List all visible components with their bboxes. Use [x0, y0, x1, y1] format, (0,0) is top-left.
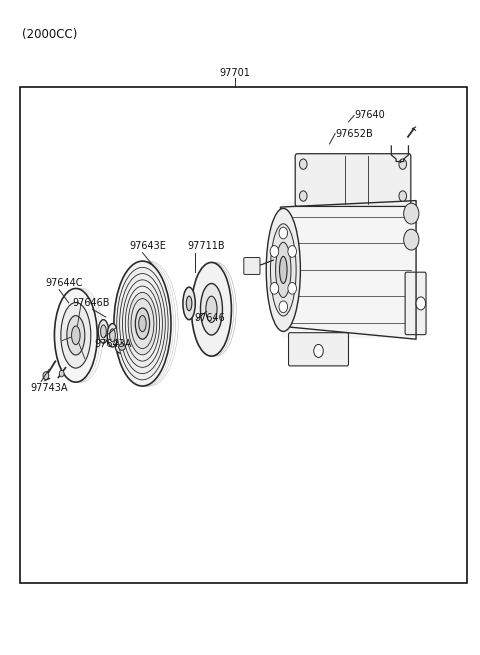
- Circle shape: [60, 370, 64, 377]
- Text: 97643E: 97643E: [130, 240, 167, 251]
- Text: 97643A: 97643A: [94, 339, 132, 348]
- FancyBboxPatch shape: [244, 257, 260, 274]
- Text: 97640: 97640: [354, 110, 385, 121]
- Ellipse shape: [101, 325, 106, 338]
- Text: 97711B: 97711B: [188, 240, 225, 251]
- Ellipse shape: [183, 287, 195, 320]
- Circle shape: [300, 159, 307, 170]
- Bar: [20, 86, 468, 583]
- Ellipse shape: [107, 324, 118, 347]
- Circle shape: [300, 191, 307, 201]
- Ellipse shape: [109, 329, 115, 342]
- Ellipse shape: [98, 320, 108, 343]
- Ellipse shape: [125, 286, 159, 361]
- Text: 97646B: 97646B: [72, 298, 110, 308]
- Circle shape: [288, 246, 297, 257]
- Ellipse shape: [266, 208, 300, 331]
- Text: 97743A: 97743A: [31, 383, 68, 393]
- Circle shape: [399, 159, 407, 170]
- Circle shape: [43, 372, 48, 379]
- Ellipse shape: [206, 296, 217, 322]
- Ellipse shape: [54, 288, 97, 382]
- Circle shape: [288, 282, 297, 294]
- Ellipse shape: [117, 267, 168, 380]
- Text: 97652B: 97652B: [335, 128, 373, 139]
- Text: 97644C: 97644C: [45, 278, 83, 288]
- Ellipse shape: [192, 263, 231, 356]
- Ellipse shape: [61, 303, 91, 368]
- Ellipse shape: [72, 326, 80, 345]
- Ellipse shape: [139, 316, 146, 331]
- Ellipse shape: [271, 224, 296, 316]
- Circle shape: [270, 282, 279, 294]
- FancyBboxPatch shape: [295, 154, 411, 206]
- Ellipse shape: [135, 308, 150, 339]
- Ellipse shape: [276, 242, 291, 297]
- Circle shape: [416, 297, 426, 310]
- Ellipse shape: [114, 261, 171, 386]
- Ellipse shape: [131, 299, 154, 348]
- Ellipse shape: [120, 274, 165, 373]
- Text: 97646: 97646: [195, 312, 226, 322]
- Ellipse shape: [186, 296, 192, 310]
- Ellipse shape: [201, 284, 222, 335]
- Circle shape: [270, 246, 279, 257]
- Ellipse shape: [119, 344, 125, 350]
- Circle shape: [404, 229, 419, 250]
- Circle shape: [279, 227, 288, 239]
- Circle shape: [279, 301, 288, 312]
- Ellipse shape: [122, 280, 162, 367]
- Text: 97701: 97701: [220, 67, 251, 77]
- Ellipse shape: [279, 256, 287, 284]
- Text: (2000CC): (2000CC): [22, 28, 77, 41]
- Ellipse shape: [128, 292, 157, 355]
- FancyBboxPatch shape: [281, 202, 415, 338]
- Ellipse shape: [115, 341, 129, 354]
- FancyBboxPatch shape: [288, 333, 348, 366]
- Circle shape: [404, 203, 419, 224]
- Circle shape: [399, 191, 407, 201]
- Ellipse shape: [67, 316, 85, 355]
- Circle shape: [314, 345, 323, 358]
- FancyBboxPatch shape: [405, 272, 426, 335]
